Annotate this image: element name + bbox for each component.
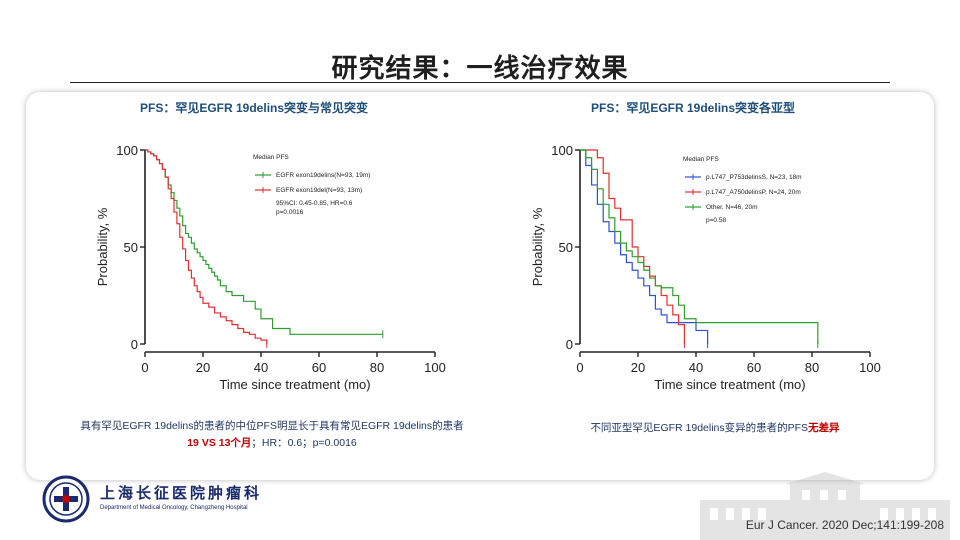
legend-title: Median PFS [253,154,289,161]
x-tick-label: 80 [805,360,819,375]
chart-annotation-1: 95%CI: 0.45-0.85, HR=0.6 [276,200,353,207]
x-tick-label: 60 [312,360,326,375]
y-tick-label: 100 [551,143,573,158]
x-tick-label: 100 [859,360,881,375]
right-caption: 不同亚型罕见EGFR 19delins变异的患者的PFS无差异 [540,420,890,435]
x-tick-label: 0 [576,360,583,375]
x-tick-label: 20 [196,360,210,375]
y-tick-label: 0 [566,337,573,352]
km-curve-2 [580,149,685,344]
legend-label-2: p.L747_A750delinsP, N=24, 20m [706,189,801,196]
left-km-chart: 0 20 40 60 80 100 0 50 100 Time since treatment (… [95,143,446,392]
title-divider [70,82,890,83]
hospital-logo: 上海长征医院肿瘤科 Department of Medical Oncology… [40,474,300,524]
legend-label-1: p.L747_P753delinsS, N=23, 18m [706,174,802,181]
x-tick-label: 40 [689,360,703,375]
right-km-chart: 0 20 40 60 80 100 0 50 100 Time since treatment (… [530,143,881,392]
left-caption-highlight: 19 VS 13个月 [187,437,252,449]
legend-title: Median PFS [683,156,719,163]
x-tick-label: 40 [254,360,268,375]
legend-label-3: Other, N=46, 20m [706,204,758,211]
left-caption-line2: 19 VS 13个月；HR：0.6；p=0.0016 [48,435,496,450]
x-tick-label: 20 [631,360,645,375]
km-curve-3 [580,149,819,344]
left-caption: 具有罕见EGFR 19delins的患者的中位PFS明显长于具有常见EGFR 1… [48,418,496,450]
right-caption-highlight: 无差异 [808,422,840,434]
legend-label-1: EGFR exon19delins(N=93, 19m) [276,172,370,179]
hospital-department: Department of Medical Oncology, Changzhe… [100,505,248,511]
y-tick-label: 0 [131,337,138,352]
right-chart-title: PFS：罕见EGFR 19delins突变各亚型 [591,101,796,115]
chart-annotation-1: p=0.58 [706,217,726,224]
y-tick-label: 50 [124,240,138,255]
left-caption-stats: ；HR：0.6；p=0.0016 [251,437,357,449]
y-axis-label: Probability, % [530,207,545,286]
hospital-emblem-icon [42,475,90,523]
right-caption-text: 不同亚型罕见EGFR 19delins变异的患者的PFS [590,422,809,434]
y-tick-label: 50 [559,240,573,255]
hospital-name: 上海长征医院肿瘤科 [100,484,263,502]
x-axis-label: Time since treatment (mo) [219,377,370,392]
x-axis-label: Time since treatment (mo) [654,377,805,392]
y-axis-label: Probability, % [95,207,110,286]
x-tick-label: 100 [424,360,446,375]
x-tick-label: 80 [370,360,384,375]
km-curve-1 [580,149,709,344]
y-tick-label: 100 [116,143,138,158]
x-tick-label: 0 [141,360,148,375]
x-tick-label: 60 [747,360,761,375]
left-caption-line1: 具有罕见EGFR 19delins的患者的中位PFS明显长于具有常见EGFR 1… [80,420,464,432]
results-card [26,92,934,480]
citation: Eur J Cancer. 2020 Dec;141:199-208 [745,518,944,532]
chart-annotation-2: p=0.0016 [276,209,304,216]
left-chart-title: PFS：罕见EGFR 19delins突变与常见突变 [140,101,369,115]
slide-title: 研究结果：一线治疗效果 [331,54,629,84]
building-watermark [700,472,950,540]
km-curve-2 [145,149,268,344]
legend-label-2: EGFR exon19del(N=93, 13m) [276,187,362,194]
